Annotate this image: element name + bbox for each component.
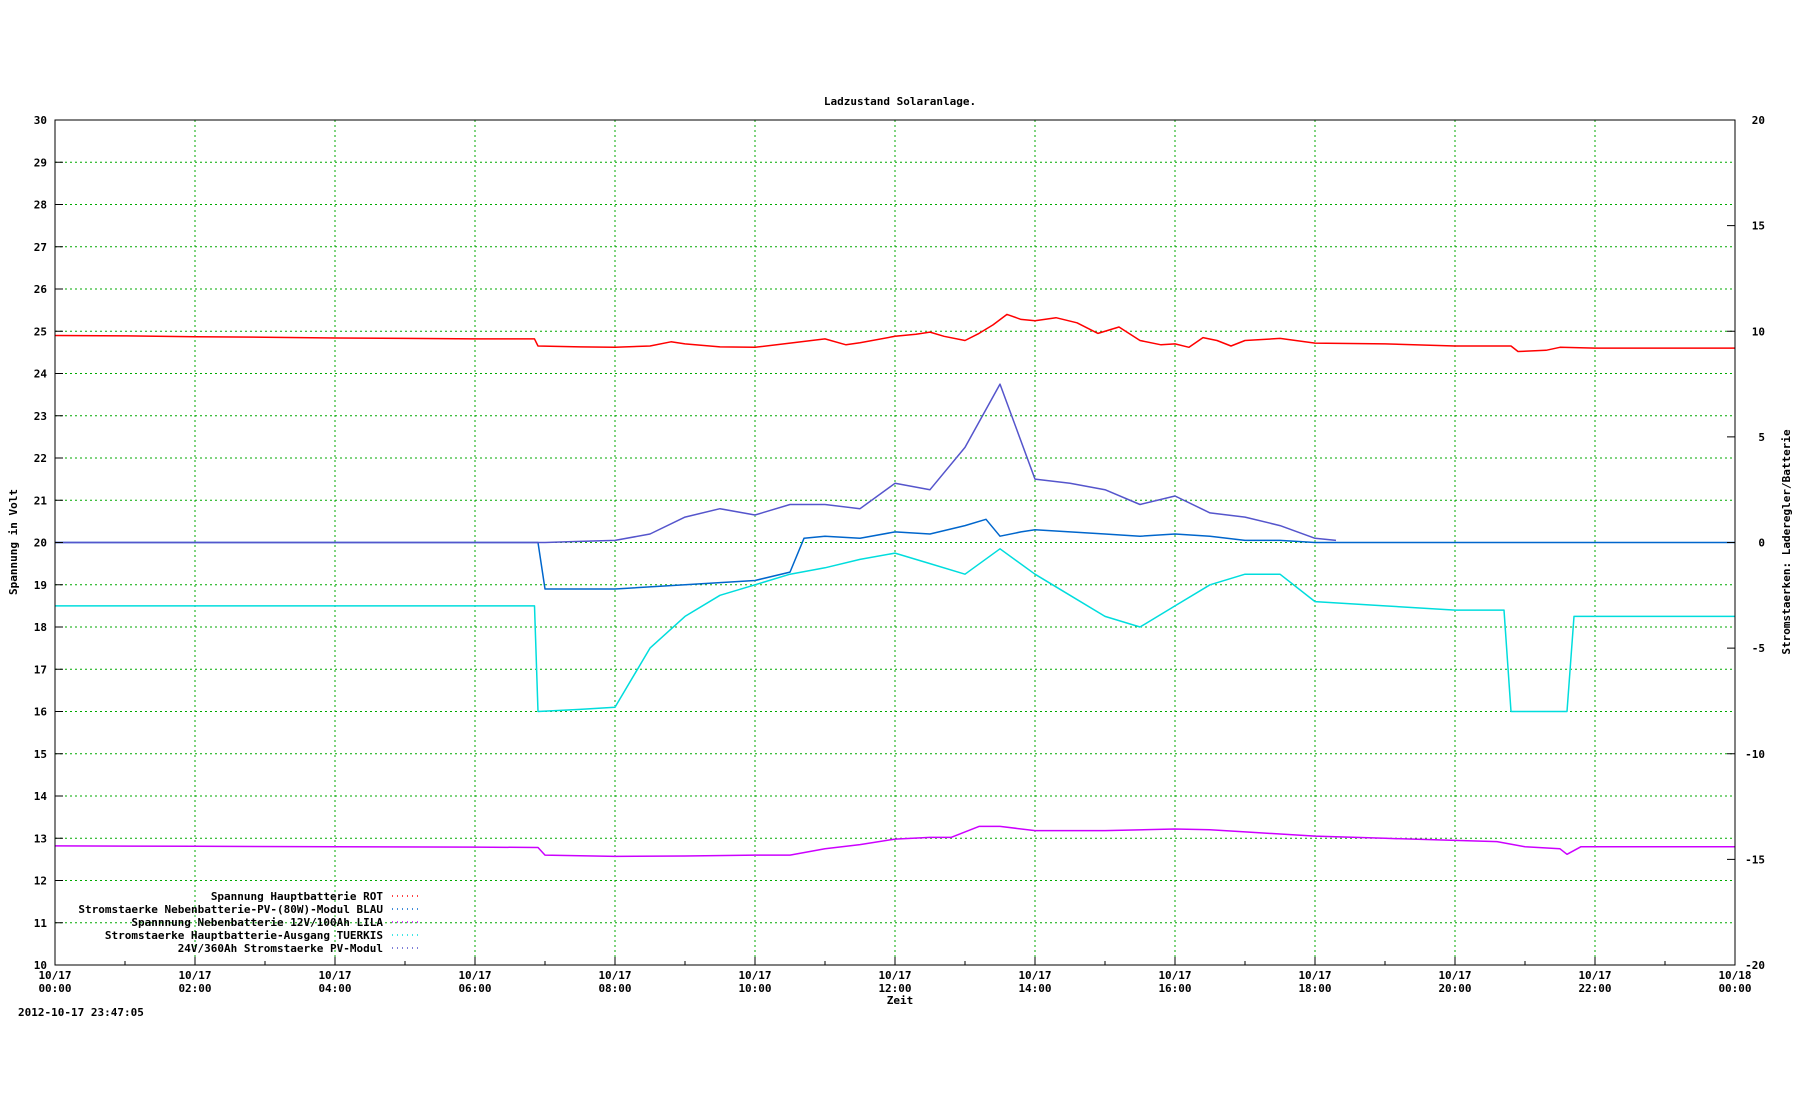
x-tick-date-label: 10/17 — [178, 969, 211, 982]
x-tick-time-label: 18:00 — [1298, 982, 1331, 995]
y-tick-label: 20 — [34, 537, 47, 550]
y-tick-label: 12 — [34, 875, 47, 888]
x-tick-time-label: 12:00 — [878, 982, 911, 995]
x-tick-date-label: 10/18 — [1718, 969, 1751, 982]
y-axis-left: 10 11 12 13 14 15 16 17 18 19 20 21 22 23 24 25 26 27 28 29… — [34, 114, 63, 972]
y-tick-label: 16 — [34, 706, 48, 719]
y2-tick-label: -10 — [1745, 748, 1765, 761]
y-axis-right: -20 -15 -10 -5 0 5 10 15 20 — [1727, 114, 1765, 972]
series-layer — [54, 313, 1735, 858]
grid — [55, 120, 1735, 965]
x-tick-date-label: 10/17 — [1158, 969, 1191, 982]
y2-tick-label: 0 — [1758, 537, 1765, 550]
x-tick-date-label: 10/17 — [318, 969, 351, 982]
y-tick-label: 27 — [34, 241, 47, 254]
legend-label: Spannnung Nebenbatterie 12V/100Ah LILA — [131, 916, 383, 929]
y-tick-label: 21 — [34, 494, 48, 507]
series-line — [54, 825, 1735, 858]
y-tick-label: 28 — [34, 199, 47, 212]
y2-tick-label: 15 — [1752, 220, 1765, 233]
x-tick-time-label: 20:00 — [1438, 982, 1471, 995]
x-tick-time-label: 10:00 — [738, 982, 771, 995]
x-tick-date-label: 10/17 — [1438, 969, 1471, 982]
y-tick-label: 15 — [34, 748, 47, 761]
legend-label: 24V/360Ah Stromstaerke PV-Modul — [178, 942, 383, 955]
x-tick-time-label: 00:00 — [38, 982, 71, 995]
x-axis: 10/1700:0010/1702:0010/1704:0010/1706:00… — [38, 957, 1752, 995]
y2-tick-label: 20 — [1752, 114, 1765, 127]
y2-axis-label: Stromstaerken: Laderegler/Batterie — [1780, 429, 1793, 655]
x-tick-date-label: 10/17 — [878, 969, 911, 982]
y-tick-label: 29 — [34, 156, 47, 169]
legend-label: Spannung Hauptbatterie ROT — [211, 890, 384, 903]
y-tick-label: 11 — [34, 917, 48, 930]
x-tick-time-label: 00:00 — [1718, 982, 1751, 995]
y-axis-label: Spannung in Volt — [7, 489, 20, 595]
series-line — [54, 313, 1735, 353]
y2-tick-label: 5 — [1758, 431, 1765, 444]
y-tick-label: 10 — [34, 959, 47, 972]
x-tick-date-label: 10/17 — [458, 969, 491, 982]
x-axis-label: Zeit — [887, 994, 914, 1007]
y-tick-label: 22 — [34, 452, 47, 465]
chart-title: Ladzustand Solaranlage. — [824, 95, 976, 108]
x-tick-date-label: 10/17 — [1578, 969, 1611, 982]
y-tick-label: 25 — [34, 325, 47, 338]
x-tick-date-label: 10/17 — [598, 969, 631, 982]
legend-label: Stromstaerke Hauptbatterie-Ausgang TUERK… — [105, 929, 383, 942]
x-tick-time-label: 06:00 — [458, 982, 491, 995]
x-tick-time-label: 04:00 — [318, 982, 351, 995]
y-tick-label: 19 — [34, 579, 47, 592]
y-tick-label: 13 — [34, 832, 47, 845]
y-tick-label: 14 — [34, 790, 48, 803]
x-tick-time-label: 14:00 — [1018, 982, 1051, 995]
y-tick-label: 30 — [34, 114, 47, 127]
series-line — [55, 518, 1735, 590]
x-tick-date-label: 10/17 — [38, 969, 71, 982]
y-tick-label: 24 — [34, 368, 48, 381]
x-tick-time-label: 08:00 — [598, 982, 631, 995]
timestamp: 2012-10-17 23:47:05 — [18, 1006, 144, 1019]
x-tick-date-label: 10/17 — [1298, 969, 1331, 982]
series-line — [55, 548, 1735, 713]
y2-tick-label: -15 — [1745, 853, 1765, 866]
y2-tick-label: -20 — [1745, 959, 1765, 972]
x-tick-time-label: 16:00 — [1158, 982, 1191, 995]
y-tick-label: 17 — [34, 663, 47, 676]
y-tick-label: 18 — [34, 621, 47, 634]
y2-tick-label: 10 — [1752, 325, 1765, 338]
x-tick-time-label: 22:00 — [1578, 982, 1611, 995]
legend-label: Stromstaerke Nebenbatterie-PV-(80W)-Modu… — [78, 903, 383, 916]
x-tick-date-label: 10/17 — [738, 969, 771, 982]
x-tick-time-label: 02:00 — [178, 982, 211, 995]
x-tick-date-label: 10/17 — [1018, 969, 1051, 982]
series-line — [55, 383, 1337, 544]
y2-tick-label: -5 — [1752, 642, 1765, 655]
y-tick-label: 26 — [34, 283, 48, 296]
y-tick-label: 23 — [34, 410, 47, 423]
